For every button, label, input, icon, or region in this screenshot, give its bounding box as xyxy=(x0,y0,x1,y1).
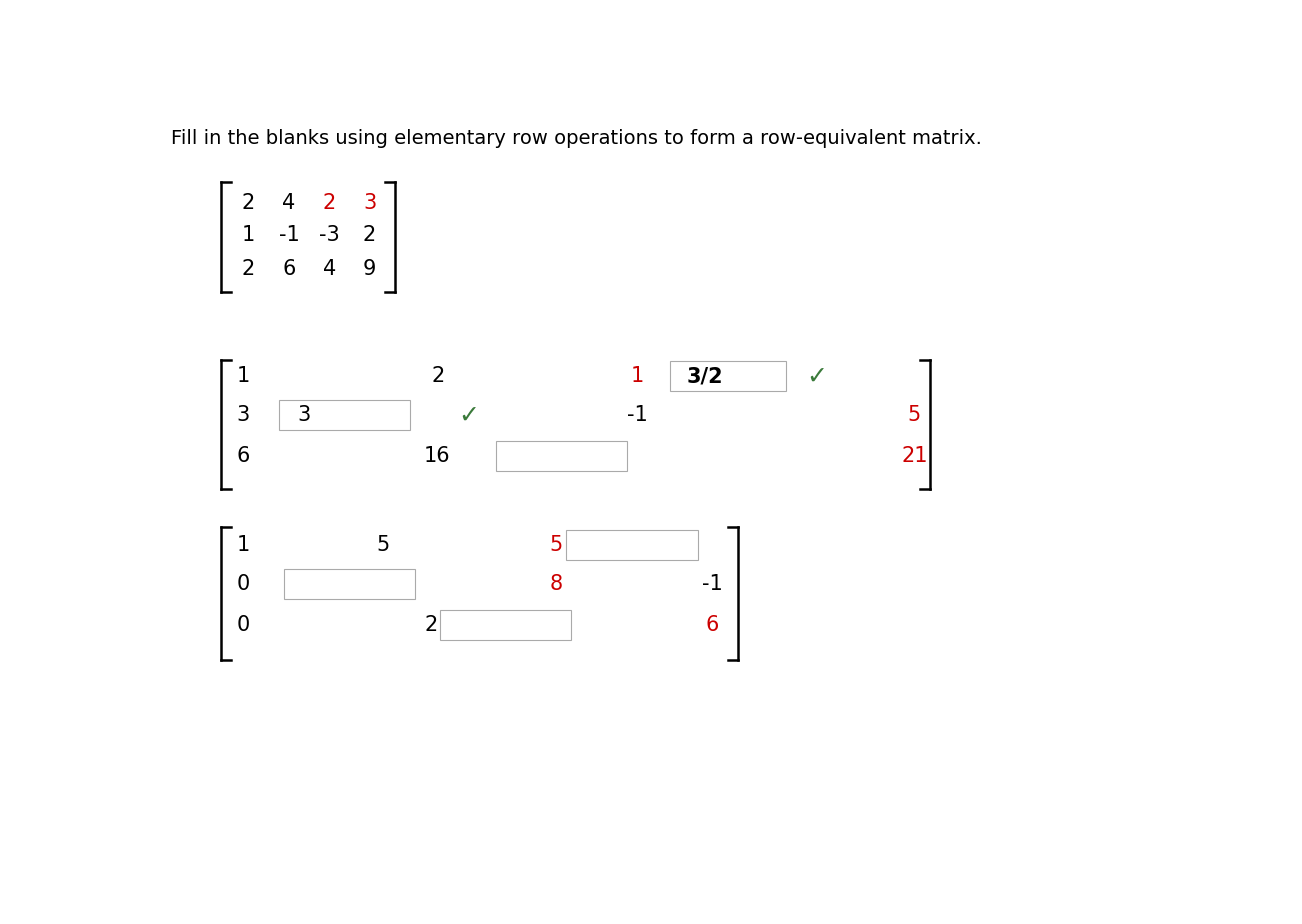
Bar xyxy=(496,441,628,471)
Text: 3: 3 xyxy=(363,193,376,213)
Text: 3: 3 xyxy=(297,406,311,425)
Bar xyxy=(284,569,415,599)
Bar xyxy=(669,361,786,391)
Text: 21: 21 xyxy=(901,446,928,466)
Text: 2: 2 xyxy=(323,193,336,213)
Text: -1: -1 xyxy=(279,225,299,246)
Text: 4: 4 xyxy=(283,193,296,213)
Text: 1: 1 xyxy=(630,366,643,386)
Text: ✓: ✓ xyxy=(458,404,479,428)
Text: 6: 6 xyxy=(706,614,720,635)
Text: ✓: ✓ xyxy=(806,364,827,388)
Text: -1: -1 xyxy=(702,574,723,594)
Text: 5: 5 xyxy=(549,535,562,555)
Text: 6: 6 xyxy=(283,259,296,279)
Text: 16: 16 xyxy=(424,446,450,466)
Bar xyxy=(440,610,572,639)
Text: -1: -1 xyxy=(626,406,647,425)
Text: 9: 9 xyxy=(363,259,376,279)
Text: 2: 2 xyxy=(242,193,255,213)
Bar xyxy=(279,400,410,431)
Text: 2: 2 xyxy=(431,366,445,386)
Text: 0: 0 xyxy=(237,614,250,635)
Text: 1: 1 xyxy=(237,535,250,555)
Text: 5: 5 xyxy=(907,406,921,425)
Text: 5: 5 xyxy=(376,535,389,555)
Text: Fill in the blanks using elementary row operations to form a row-equivalent matr: Fill in the blanks using elementary row … xyxy=(171,128,982,148)
Text: 1: 1 xyxy=(237,366,250,386)
Text: 2: 2 xyxy=(363,225,376,246)
Bar xyxy=(566,530,698,560)
Text: 4: 4 xyxy=(323,259,336,279)
Text: 2: 2 xyxy=(424,614,437,635)
Text: -3: -3 xyxy=(319,225,340,246)
Text: 3: 3 xyxy=(237,406,250,425)
Text: 3/2: 3/2 xyxy=(686,366,723,386)
Text: 0: 0 xyxy=(237,574,250,594)
Text: 6: 6 xyxy=(237,446,250,466)
Text: 2: 2 xyxy=(242,259,255,279)
Text: 1: 1 xyxy=(242,225,255,246)
Text: 8: 8 xyxy=(549,574,562,594)
